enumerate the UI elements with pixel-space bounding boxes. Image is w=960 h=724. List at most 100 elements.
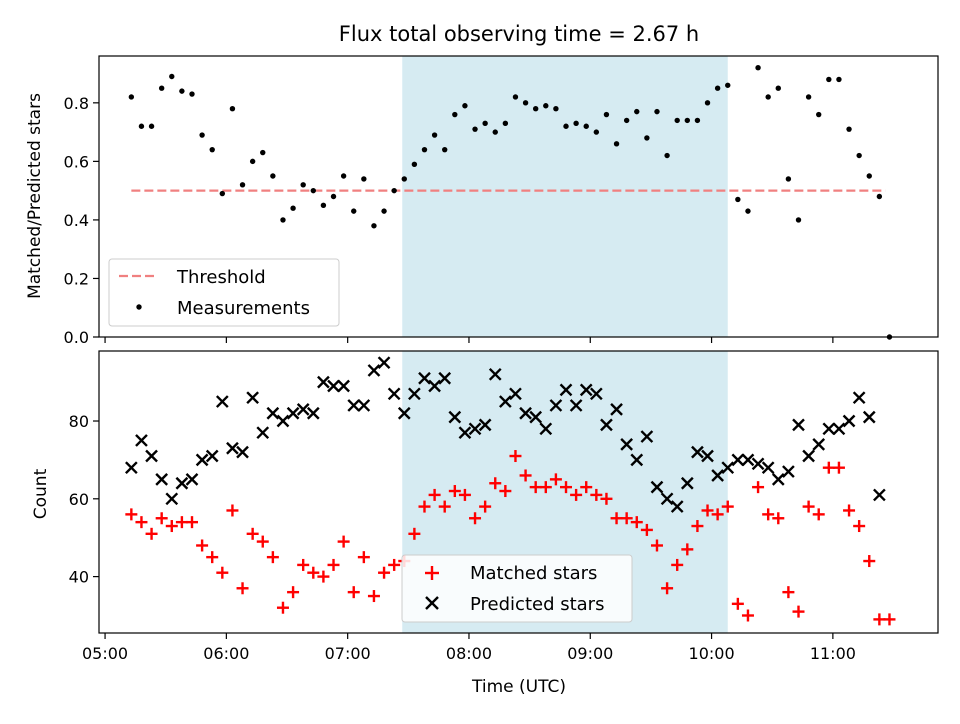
measurement-point xyxy=(219,190,226,197)
predicted-point xyxy=(771,473,785,486)
top-highlight-span xyxy=(402,56,728,337)
matched-point xyxy=(832,461,845,474)
measurement-point xyxy=(249,158,256,165)
matched-point xyxy=(337,535,350,548)
predicted-point xyxy=(852,391,866,405)
measurement-point xyxy=(280,217,286,223)
measurement-point xyxy=(462,103,468,109)
measurement-point xyxy=(330,193,337,200)
predicted-point xyxy=(438,371,452,385)
measurement-point xyxy=(260,149,266,156)
measurement-point xyxy=(775,85,781,91)
predicted-point xyxy=(731,453,745,467)
measurement-point xyxy=(694,117,701,124)
bottom-y-axis-label: Count xyxy=(31,468,51,519)
measurement-point xyxy=(634,108,640,115)
predicted-point xyxy=(873,488,886,502)
predicted-point xyxy=(418,371,431,385)
bottom-panel: 40 60 80 05:00 06:00 07:00 08:00 09:00 10:00 11:… xyxy=(31,350,939,697)
measurement-point xyxy=(522,100,529,106)
predicted-point xyxy=(468,422,482,436)
matched-point xyxy=(499,485,512,498)
matched-points xyxy=(125,450,896,626)
measurement-point xyxy=(442,146,448,153)
matched-point xyxy=(560,481,573,494)
top-panel: 0.00.20.40.60.8 Matched/Predicted stars … xyxy=(25,55,939,347)
predicted-point xyxy=(266,406,280,420)
predicted-point xyxy=(428,379,441,393)
measurement-point xyxy=(239,182,246,188)
predicted-point xyxy=(408,387,421,401)
measurement-point xyxy=(573,120,579,127)
predicted-point xyxy=(185,473,199,486)
measurement-point xyxy=(866,173,872,179)
bottom-x-tick-label: 11:00 xyxy=(810,644,856,663)
measurement-point xyxy=(229,105,236,112)
matched-point xyxy=(772,512,785,525)
bottom-x-tick-label: 10:00 xyxy=(689,644,735,663)
legend-measurement-label: Measurements xyxy=(177,298,310,319)
measurement-point xyxy=(300,182,306,188)
measurement-point xyxy=(351,208,357,214)
predicted-point xyxy=(276,414,290,428)
predicted-point xyxy=(215,395,229,408)
bottom-x-tick-label: 05:00 xyxy=(82,644,128,663)
measurement-point xyxy=(472,126,478,132)
predicted-point xyxy=(549,399,563,412)
matched-point xyxy=(226,504,239,517)
measurement-point xyxy=(603,111,610,118)
measurement-point xyxy=(654,108,660,115)
measurement-point xyxy=(179,88,185,94)
measurement-point xyxy=(158,85,165,91)
matched-point xyxy=(307,566,320,579)
measurement-point xyxy=(664,152,670,159)
matched-point xyxy=(691,520,704,533)
matched-point xyxy=(378,566,391,579)
measurement-point xyxy=(755,65,761,71)
matched-point xyxy=(175,516,188,529)
measurement-point xyxy=(593,129,600,135)
matched-point xyxy=(185,516,198,529)
legend-measurement-swatch xyxy=(136,304,142,310)
matched-point xyxy=(580,481,593,494)
matched-point xyxy=(539,481,552,494)
measurement-point xyxy=(846,126,852,132)
predicted-point xyxy=(761,461,775,475)
matched-point xyxy=(519,469,532,482)
predicted-point xyxy=(569,399,583,412)
matched-point xyxy=(509,450,522,463)
predicted-point xyxy=(509,387,522,401)
predicted-point xyxy=(135,434,148,447)
measurement-point xyxy=(836,76,842,83)
matched-point xyxy=(822,461,835,474)
bottom-x-tick-label: 06:00 xyxy=(203,644,249,663)
measurement-point xyxy=(199,132,205,138)
matched-point xyxy=(590,488,603,501)
predicted-point xyxy=(357,399,371,412)
predicted-point xyxy=(246,391,259,405)
matched-point xyxy=(731,597,744,610)
predicted-point xyxy=(306,406,320,420)
measurement-point xyxy=(371,223,377,229)
measurement-point xyxy=(623,117,630,124)
predicted-point xyxy=(539,422,553,436)
matched-point xyxy=(206,551,219,564)
measurement-point xyxy=(138,123,145,129)
predicted-point xyxy=(680,476,694,490)
predicted-point xyxy=(650,480,664,494)
top-legend-box xyxy=(108,258,340,327)
measurement-point xyxy=(189,91,195,97)
x-axis-label: Time (UTC) xyxy=(471,677,566,697)
matched-point xyxy=(216,566,229,579)
predicted-point xyxy=(256,426,270,440)
measurement-point xyxy=(785,176,792,182)
measurement-point xyxy=(391,187,397,194)
predicted-point xyxy=(317,375,330,389)
matched-point xyxy=(458,488,471,501)
measurement-point xyxy=(553,105,559,112)
measurement-point xyxy=(209,146,215,153)
bottom-y-tick-label: 80 xyxy=(69,412,89,431)
predicted-point xyxy=(862,410,876,424)
matched-point xyxy=(388,558,401,571)
